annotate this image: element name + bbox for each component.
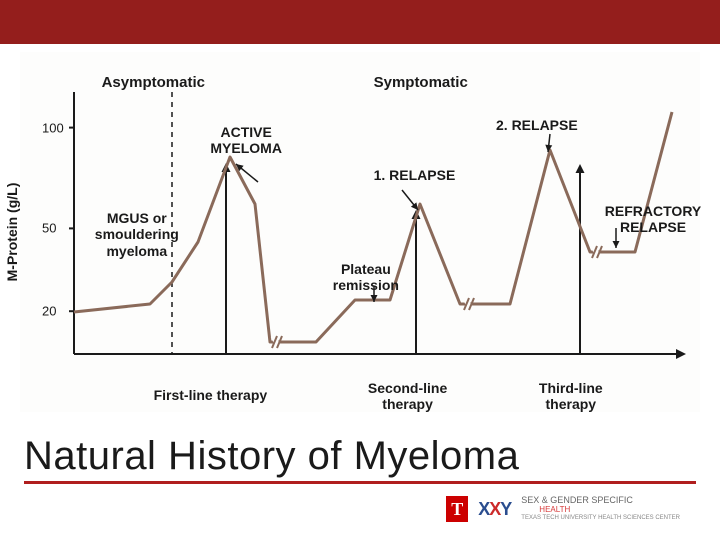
- label-refractory: REFRACTORYRELAPSE: [605, 203, 701, 235]
- y-axis-label: M-Protein (g/L): [4, 183, 20, 282]
- logo-t-icon: [446, 496, 468, 522]
- y-tick: 50: [42, 221, 56, 236]
- label-mgus: MGUS orsmoulderingmyeloma: [95, 210, 179, 258]
- y-tick: 20: [42, 304, 56, 319]
- label-plateau: Plateauremission: [333, 261, 399, 293]
- therapy-first: First-line therapy: [154, 387, 268, 403]
- label-relapse2: 2. RELAPSE: [496, 117, 578, 133]
- main-title: Natural History of Myeloma: [24, 434, 696, 479]
- label-relapse1: 1. RELAPSE: [374, 167, 456, 183]
- footer-logos: XXY SEX & GENDER SPECIFIC HEALTH TEXAS T…: [446, 496, 680, 522]
- y-tick: 100: [42, 120, 64, 135]
- logo-xy-icon: XXY: [478, 499, 511, 520]
- title-underline: [24, 481, 696, 484]
- therapy-second: Second-linetherapy: [368, 380, 447, 412]
- phase-asymptomatic: Asymptomatic: [102, 74, 205, 91]
- label-active: ACTIVEMYELOMA: [210, 124, 282, 156]
- header-bar: [0, 0, 720, 44]
- phase-symptomatic: Symptomatic: [374, 74, 468, 91]
- chart-area: M-Protein (g/L) 2050100 AsymptomaticSymp…: [20, 52, 700, 412]
- title-block: Natural History of Myeloma: [24, 434, 696, 484]
- logo-text: SEX & GENDER SPECIFIC HEALTH TEXAS TECH …: [521, 496, 680, 521]
- therapy-third: Third-linetherapy: [539, 380, 603, 412]
